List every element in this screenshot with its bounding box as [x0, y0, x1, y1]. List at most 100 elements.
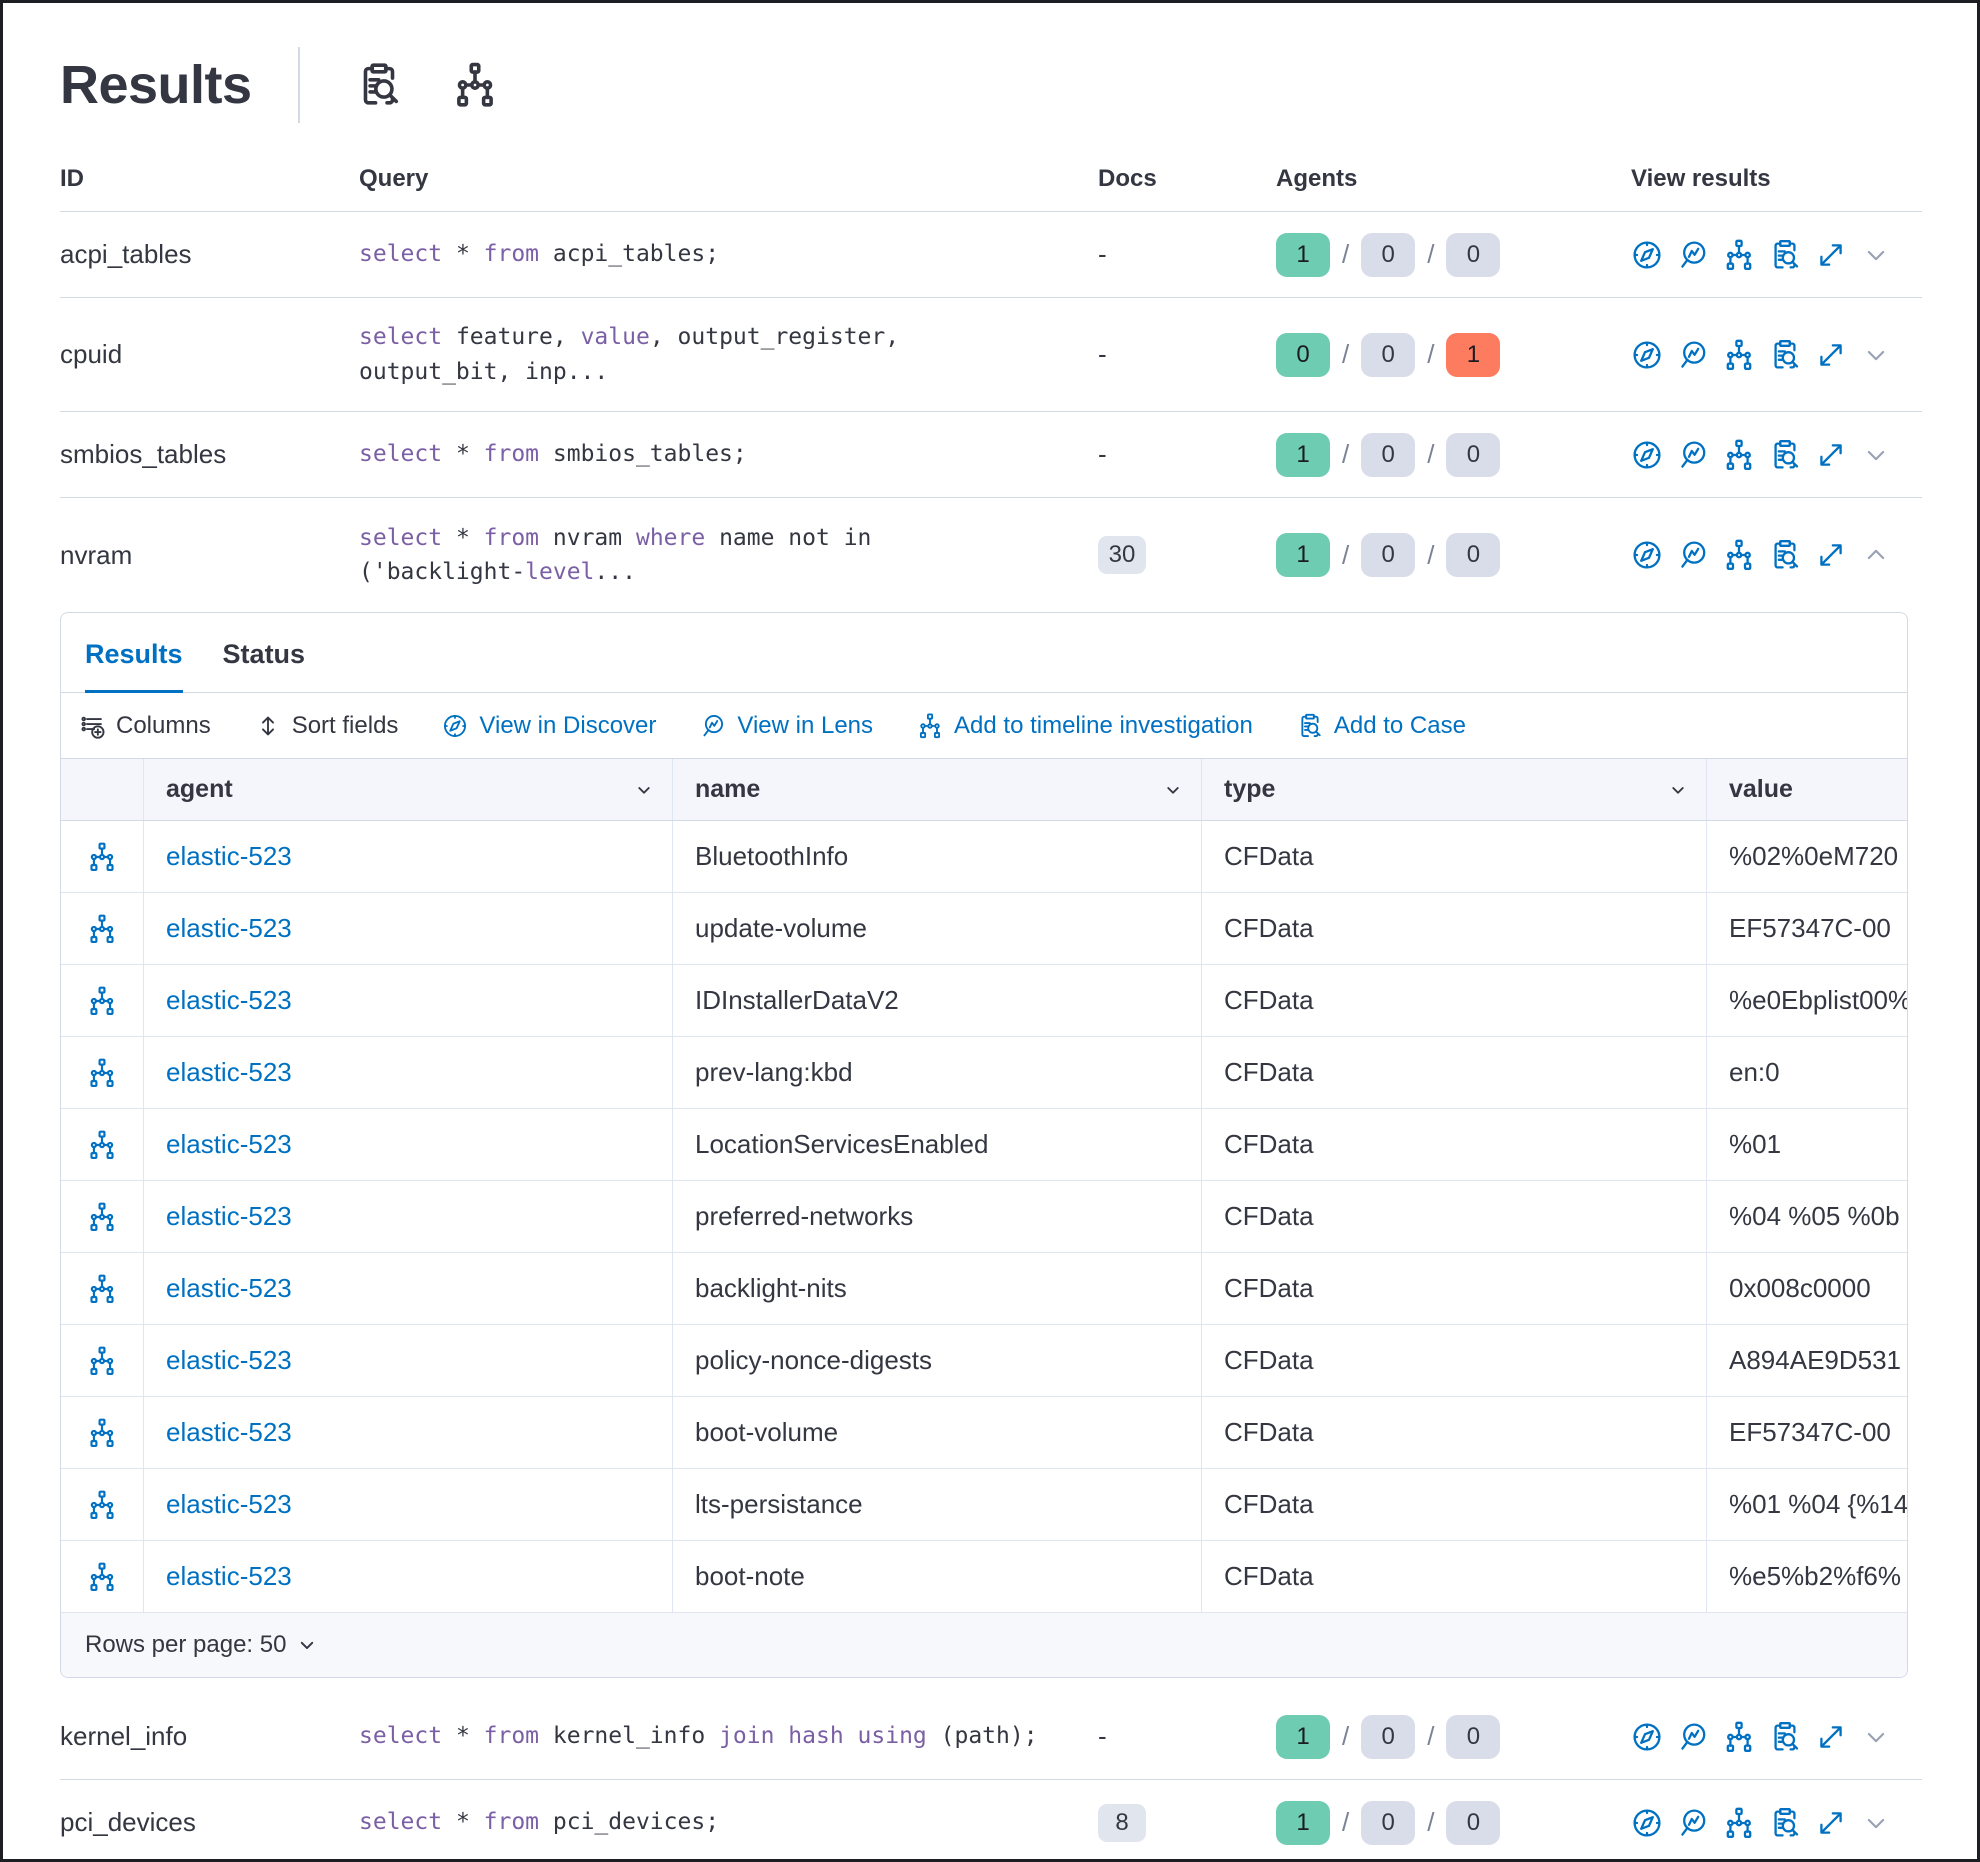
view-in-lens-icon[interactable] [1677, 339, 1709, 371]
grid-cell-name: policy-nonce-digests [673, 1325, 1202, 1396]
column-header-query: Query [359, 165, 429, 192]
add-to-timeline-icon[interactable] [1723, 1721, 1755, 1753]
view-in-lens-button[interactable]: View in Lens [700, 712, 873, 740]
chevron-down-icon[interactable] [1861, 1808, 1891, 1838]
chevron-up-icon[interactable] [1861, 540, 1891, 570]
add-to-case-button[interactable]: Add to Case [1297, 712, 1466, 740]
timeline-icon [917, 713, 943, 739]
expand-icon[interactable] [1815, 1721, 1847, 1753]
grid-header-agent[interactable]: agent [144, 759, 673, 820]
agent-link[interactable]: elastic-523 [166, 985, 292, 1015]
view-in-discover-icon[interactable] [1631, 1721, 1663, 1753]
docs-count: - [1098, 239, 1107, 269]
expand-icon[interactable] [1815, 439, 1847, 471]
agents-status: 1/0/0 [1276, 232, 1631, 277]
grid-row: elastic-523 policy-nonce-digests CFData … [61, 1325, 1907, 1397]
add-to-timeline-icon[interactable] [1723, 539, 1755, 571]
docs-count: 8 [1098, 1803, 1276, 1842]
add-row-to-timeline-icon[interactable] [61, 1109, 144, 1180]
add-row-to-timeline-icon[interactable] [61, 1037, 144, 1108]
add-row-to-timeline-icon[interactable] [61, 1325, 144, 1396]
add-to-timeline-icon[interactable] [1723, 439, 1755, 471]
agent-link[interactable]: elastic-523 [166, 1201, 292, 1231]
view-in-discover-icon[interactable] [1631, 1807, 1663, 1839]
grid-cell-value: en:0 [1729, 1057, 1780, 1087]
agent-link[interactable]: elastic-523 [166, 913, 292, 943]
add-row-to-timeline-icon[interactable] [61, 1181, 144, 1252]
columns-button[interactable]: Columns [79, 712, 211, 740]
view-in-lens-icon[interactable] [1677, 1721, 1709, 1753]
view-in-lens-icon[interactable] [1677, 1807, 1709, 1839]
grid-cell-name: BluetoothInfo [673, 821, 1202, 892]
expand-icon[interactable] [1815, 339, 1847, 371]
add-to-case-icon[interactable] [1769, 1807, 1801, 1839]
add-row-to-timeline-icon[interactable] [61, 1469, 144, 1540]
timeline-icon[interactable] [452, 62, 498, 108]
add-to-case-icon[interactable] [1769, 439, 1801, 471]
sort-fields-button[interactable]: Sort fields [255, 712, 398, 740]
grid-row: elastic-523 prev-lang:kbd CFData en:0 [61, 1037, 1907, 1109]
add-row-to-timeline-icon[interactable] [61, 821, 144, 892]
agent-link[interactable]: elastic-523 [166, 1489, 292, 1519]
expand-icon[interactable] [1815, 1807, 1847, 1839]
rows-per-page-selector[interactable]: Rows per page: 50 [85, 1631, 287, 1658]
expand-icon[interactable] [1815, 239, 1847, 271]
grid-cell-name: preferred-networks [673, 1181, 1202, 1252]
tab-results[interactable]: Results [85, 639, 183, 693]
grid-cell-value: A894AE9D531 [1729, 1345, 1902, 1375]
view-in-lens-icon[interactable] [1677, 439, 1709, 471]
add-row-to-timeline-icon[interactable] [61, 1253, 144, 1324]
inspect-results-icon[interactable] [356, 62, 402, 108]
add-to-timeline-icon[interactable] [1723, 1807, 1755, 1839]
columns-icon [79, 713, 105, 739]
grid-header-name[interactable]: name [673, 759, 1202, 820]
add-row-to-timeline-icon[interactable] [61, 1541, 144, 1612]
add-to-case-icon[interactable] [1769, 1721, 1801, 1753]
chevron-down-icon[interactable] [1861, 240, 1891, 270]
tab-status[interactable]: Status [222, 639, 306, 669]
grid-cell-type: CFData [1202, 1253, 1707, 1324]
add-row-to-timeline-icon[interactable] [61, 1397, 144, 1468]
view-in-lens-icon[interactable] [1677, 239, 1709, 271]
add-to-timeline-icon[interactable] [1723, 339, 1755, 371]
view-in-discover-icon[interactable] [1631, 239, 1663, 271]
expand-icon[interactable] [1815, 539, 1847, 571]
grid-row: elastic-523 BluetoothInfo CFData %02%0eM… [61, 821, 1907, 893]
agent-link[interactable]: elastic-523 [166, 1417, 292, 1447]
agent-link[interactable]: elastic-523 [166, 1129, 292, 1159]
view-results-actions [1631, 439, 1931, 471]
add-to-timeline-icon[interactable] [1723, 239, 1755, 271]
grid-header-type[interactable]: type [1202, 759, 1707, 820]
grid-cell-type: CFData [1202, 1181, 1707, 1252]
view-in-discover-icon[interactable] [1631, 539, 1663, 571]
add-row-to-timeline-icon[interactable] [61, 965, 144, 1036]
grid-header-value[interactable]: value [1729, 775, 1793, 803]
grid-cell-type: CFData [1202, 1109, 1707, 1180]
agent-link[interactable]: elastic-523 [166, 841, 292, 871]
view-in-discover-button[interactable]: View in Discover [442, 712, 656, 740]
grid-row: elastic-523 boot-volume CFData EF57347C-… [61, 1397, 1907, 1469]
agent-link[interactable]: elastic-523 [166, 1345, 292, 1375]
add-to-timeline-button[interactable]: Add to timeline investigation [917, 712, 1253, 740]
chevron-down-icon [634, 780, 654, 800]
add-to-case-icon[interactable] [1769, 239, 1801, 271]
grid-row: elastic-523 backlight-nits CFData 0x008c… [61, 1253, 1907, 1325]
chevron-down-icon[interactable] [1861, 1722, 1891, 1752]
agents-status: 1/0/0 [1276, 432, 1631, 477]
add-row-to-timeline-icon[interactable] [61, 893, 144, 964]
query-sql: select * from smbios_tables; [359, 441, 747, 468]
view-in-lens-icon[interactable] [1677, 539, 1709, 571]
chevron-down-icon[interactable] [1861, 340, 1891, 370]
chevron-down-icon[interactable] [296, 1634, 318, 1656]
add-to-case-icon[interactable] [1769, 339, 1801, 371]
view-in-discover-icon[interactable] [1631, 439, 1663, 471]
query-sql: select * from nvram where name not in ('… [359, 524, 872, 586]
chevron-down-icon[interactable] [1861, 440, 1891, 470]
query-id: acpi_tables [60, 239, 192, 269]
view-in-discover-icon[interactable] [1631, 339, 1663, 371]
agent-link[interactable]: elastic-523 [166, 1273, 292, 1303]
case-icon [1297, 713, 1323, 739]
agent-link[interactable]: elastic-523 [166, 1561, 292, 1591]
agent-link[interactable]: elastic-523 [166, 1057, 292, 1087]
add-to-case-icon[interactable] [1769, 539, 1801, 571]
